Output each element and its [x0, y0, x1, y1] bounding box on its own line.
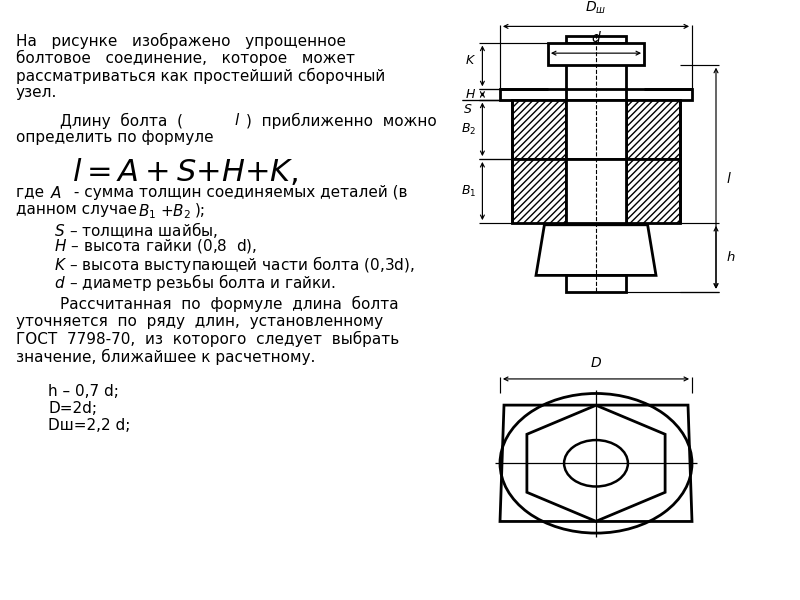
Text: данном случае: данном случае — [16, 202, 142, 217]
Text: );: ); — [194, 202, 206, 217]
Text: )  приближенно  можно: ) приближенно можно — [246, 112, 437, 128]
Text: $S$ – толщина шайбы,: $S$ – толщина шайбы, — [40, 220, 218, 239]
Text: значение, ближайшее к расчетному.: значение, ближайшее к расчетному. — [16, 349, 315, 365]
Text: $D_ш$: $D_ш$ — [586, 0, 606, 16]
Text: $B_1$: $B_1$ — [461, 184, 476, 199]
Text: $l = A + S{+}H{+}K,$: $l = A + S{+}H{+}K,$ — [72, 155, 298, 187]
Text: ГОСТ  7798-70,  из  которого  следует  выбрать: ГОСТ 7798-70, из которого следует выбрат… — [16, 331, 399, 347]
Text: $d$ – диаметр резьбы болта и гайки.: $d$ – диаметр резьбы болта и гайки. — [40, 272, 336, 293]
Polygon shape — [536, 225, 656, 275]
Polygon shape — [566, 159, 626, 223]
Text: узел.: узел. — [16, 85, 58, 100]
Polygon shape — [512, 159, 566, 223]
Polygon shape — [500, 89, 692, 100]
Text: $A$: $A$ — [50, 185, 62, 200]
Text: $B_2$: $B_2$ — [461, 122, 476, 137]
Polygon shape — [626, 159, 680, 223]
Text: $d$: $d$ — [590, 30, 602, 45]
Text: рассматриваться как простейший сборочный: рассматриваться как простейший сборочный — [16, 68, 386, 84]
Text: $H$ – высота гайки (0,8  d),: $H$ – высота гайки (0,8 d), — [40, 237, 258, 255]
Polygon shape — [527, 405, 665, 521]
Text: $D$: $D$ — [590, 356, 602, 370]
Text: $K$ – высота выступающей части болта (0,3d),: $K$ – высота выступающей части болта (0,… — [40, 254, 415, 275]
Text: - сумма толщин соединяемых деталей (в: - сумма толщин соединяемых деталей (в — [69, 185, 407, 200]
Text: h – 0,7 d;: h – 0,7 d; — [48, 383, 119, 398]
Text: На   рисунке   изображено   упрощенное: На рисунке изображено упрощенное — [16, 33, 346, 49]
Text: Длину  болта  (: Длину болта ( — [60, 112, 183, 128]
Text: где: где — [16, 185, 49, 200]
Text: $H$: $H$ — [465, 88, 476, 101]
Polygon shape — [548, 43, 644, 65]
Text: $+ B_2$: $+ B_2$ — [160, 202, 191, 221]
Text: $l$: $l$ — [726, 171, 731, 186]
Polygon shape — [566, 275, 626, 292]
Polygon shape — [566, 100, 626, 159]
Text: $l$: $l$ — [234, 112, 240, 128]
Text: D=2d;: D=2d; — [48, 401, 97, 416]
Polygon shape — [512, 100, 566, 159]
Polygon shape — [500, 405, 692, 521]
Text: $S$: $S$ — [463, 103, 473, 116]
Text: $B_1$: $B_1$ — [138, 202, 156, 221]
Text: $h$: $h$ — [726, 250, 735, 265]
Polygon shape — [416, 24, 792, 373]
Text: Dш=2,2 d;: Dш=2,2 d; — [48, 418, 130, 433]
Polygon shape — [566, 36, 626, 43]
Polygon shape — [626, 100, 680, 159]
Text: болтовое   соединение,   которое   может: болтовое соединение, которое может — [16, 50, 355, 67]
Text: Рассчитанная  по  формуле  длина  болта: Рассчитанная по формуле длина болта — [60, 296, 398, 313]
Text: $K$: $K$ — [465, 53, 476, 67]
Text: уточняется  по  ряду  длин,  установленному: уточняется по ряду длин, установленному — [16, 314, 383, 329]
Text: определить по формуле: определить по формуле — [16, 130, 214, 145]
